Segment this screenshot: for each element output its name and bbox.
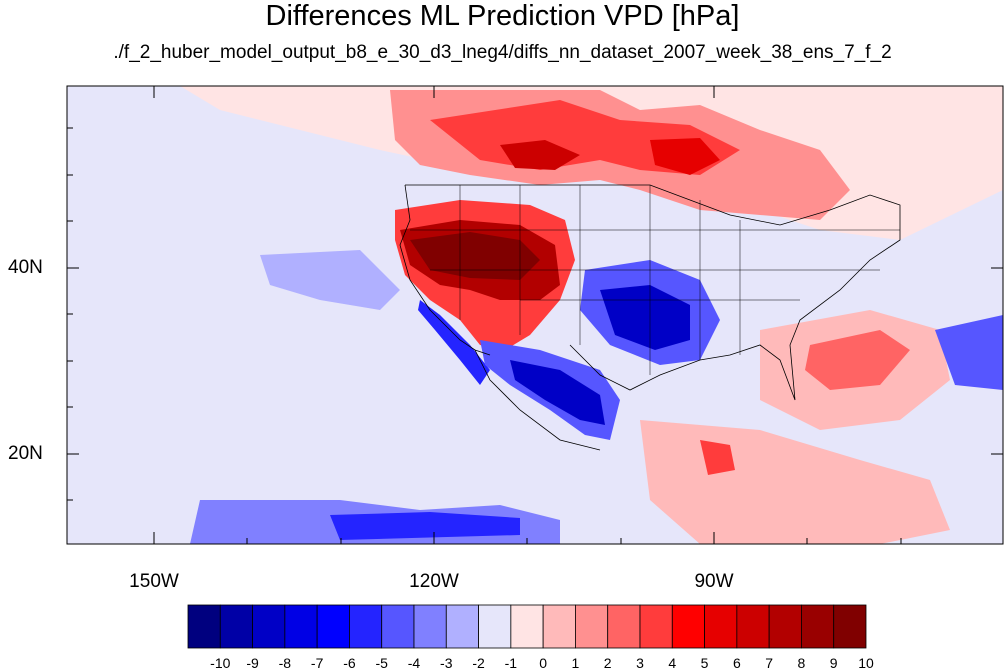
colorbar-label: 8 [797,655,806,671]
state-lines [410,185,900,375]
colorbar-label: -7 [310,655,324,671]
colorbar-label: -8 [278,655,292,671]
colorbar-box [316,604,350,649]
colorbar-label: -4 [407,655,421,671]
lat-label-40n: 40N [8,257,43,278]
anomaly-atlantic-blue [935,315,1003,390]
colorbar-label: 4 [668,655,677,671]
anomaly-west-core [410,232,540,280]
colorbar-box [284,604,318,649]
anomaly-mexico-blue-core [510,360,605,425]
colorbar-box [413,604,447,649]
colorbar-label: -3 [440,655,453,671]
lon-label-90w: 90W [694,571,734,592]
lat-label-20n: 20N [8,443,43,464]
anomaly-coast-blue [418,300,490,385]
colorbar-box [187,604,221,649]
chart-title: Differences ML Prediction VPD [hPa] [265,0,740,32]
colorbar-label: -5 [375,655,388,671]
colorbar-box [639,604,673,649]
colorbar-box [542,604,576,649]
coastlines [399,184,901,451]
colorbar-box [607,604,641,649]
colorbar-label: 7 [765,655,774,671]
colorbar-box [478,604,512,649]
anomaly-atlantic-red [805,330,910,390]
anomaly-canada-dark2 [650,138,720,175]
colorbar-box [219,604,253,649]
colorbar-label: 3 [636,655,644,671]
colorbar-box [671,604,705,649]
colorbar-box [445,604,479,649]
colorbar-label: 10 [858,655,874,671]
colorbar-box [381,604,415,649]
colorbar-label: 1 [571,655,580,671]
colorbar-label: 6 [732,655,741,671]
colorbar-label: 0 [539,655,548,671]
colorbar-label: 5 [700,655,709,671]
colorbar-label: 2 [603,655,612,671]
colorbar-label: 9 [829,655,838,671]
colorbar-label: -6 [343,655,356,671]
colorbar-box [768,604,802,649]
colorbar-box [704,604,738,649]
anomaly-plains-blue-core [600,285,690,350]
axis-ticks [67,86,1003,544]
anomaly-south-pacific-blue-core [330,512,520,540]
lon-label-150w: 150W [129,571,179,592]
colorbar-box [510,604,544,649]
colorbar-box [801,604,835,649]
colorbar-box [349,604,383,649]
colorbar-label: -2 [472,655,485,671]
anomaly-canada-dark [500,140,580,170]
colorbar-label: -1 [504,655,518,671]
chart-subtitle: ./f_2_huber_model_output_b8_e_30_d3_lneg… [113,42,892,63]
colorbar-box [252,604,286,649]
colorbar-box [736,604,770,649]
anomaly-caribbean-red [700,440,735,475]
colorbar-box [833,604,867,649]
colorbar-label: -9 [246,655,259,671]
map-frame [66,85,1004,545]
colorbar-label: -10 [210,655,231,671]
anomaly-pacific-blue [260,250,400,310]
anomaly-field [180,86,1003,544]
lon-label-120w: 120W [409,571,459,592]
colorbar-box [575,604,609,649]
